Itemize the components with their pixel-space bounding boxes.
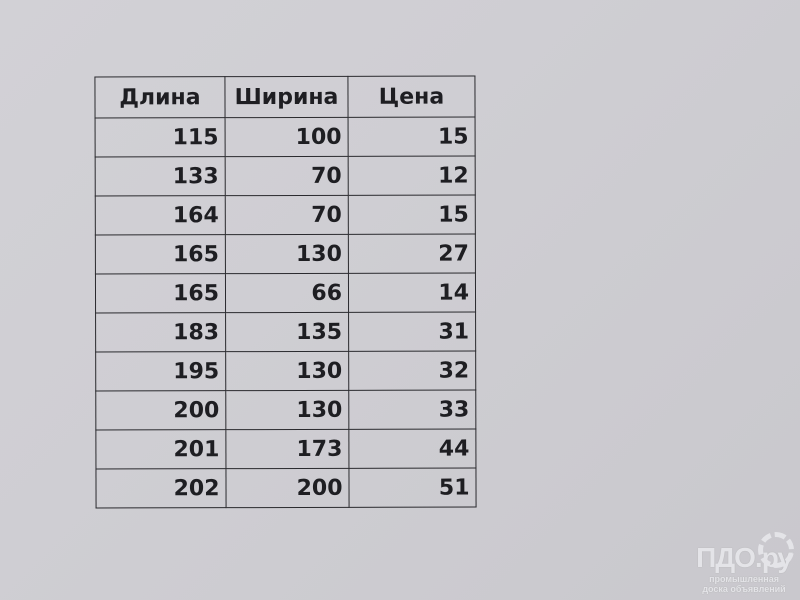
cell-length: 165 — [95, 273, 226, 313]
cell-price: 15 — [348, 195, 476, 235]
cell-price: 14 — [348, 273, 476, 313]
cell-length: 202 — [95, 468, 227, 508]
cell-width: 130 — [225, 390, 349, 430]
header-length: Длина — [94, 76, 226, 118]
cell-length: 165 — [95, 234, 226, 274]
watermark-line1: промышленная — [709, 574, 779, 584]
header-width: Ширина — [224, 76, 349, 118]
gear-icon — [758, 532, 794, 568]
table-row: 200 130 33 — [95, 390, 476, 430]
header-price: Цена — [347, 76, 476, 118]
watermark-line2: доска объявлений — [702, 584, 786, 594]
cell-width: 100 — [225, 117, 349, 157]
cell-length: 164 — [95, 195, 226, 235]
table-row: 183 135 31 — [95, 312, 476, 352]
cell-price: 51 — [348, 468, 477, 508]
table-row: 201 173 44 — [95, 429, 476, 469]
watermark-logo: ПДО.ру промышленная доска объявлений — [696, 532, 794, 594]
cell-price: 31 — [348, 312, 476, 352]
price-table: Длина Ширина Цена 115 100 15 133 70 12 164 70 15… — [94, 76, 477, 509]
cell-price: 44 — [348, 429, 476, 469]
cell-length: 195 — [95, 351, 226, 391]
table-row: 164 70 15 — [95, 195, 476, 235]
cell-width: 173 — [225, 429, 349, 469]
cell-length: 133 — [95, 156, 226, 196]
header-row: Длина Ширина Цена — [94, 76, 476, 118]
cell-price: 15 — [348, 117, 476, 157]
cell-width: 70 — [225, 195, 349, 235]
cell-width: 130 — [225, 351, 349, 391]
cell-width: 135 — [225, 312, 349, 352]
cell-width: 70 — [225, 156, 349, 196]
cell-width: 200 — [225, 468, 350, 508]
table-row: 115 100 15 — [95, 117, 476, 157]
cell-price: 12 — [348, 156, 476, 196]
table-row: 165 130 27 — [95, 234, 476, 274]
table-row: 202 200 51 — [95, 468, 477, 508]
cell-length: 201 — [95, 429, 226, 469]
cell-width: 66 — [225, 273, 349, 313]
table-row: 195 130 32 — [95, 351, 476, 391]
cell-length: 200 — [95, 390, 226, 430]
cell-price: 33 — [348, 390, 476, 430]
cell-price: 27 — [348, 234, 476, 274]
cell-length: 183 — [95, 312, 226, 352]
table-row: 165 66 14 — [95, 273, 476, 313]
table-row: 133 70 12 — [95, 156, 476, 196]
cell-width: 130 — [225, 234, 349, 274]
cell-length: 115 — [95, 117, 226, 157]
cell-price: 32 — [348, 351, 476, 391]
